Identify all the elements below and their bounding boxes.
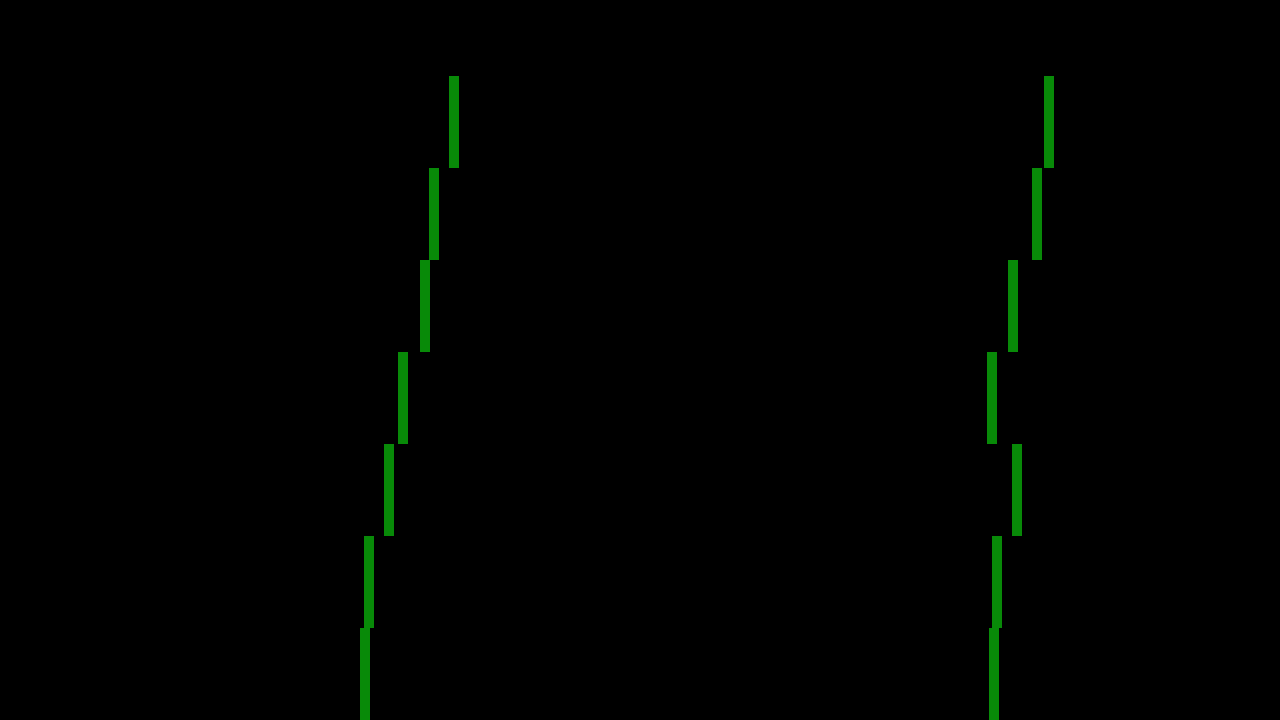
left-road-edge	[360, 76, 459, 720]
right-edge-segment-4	[987, 352, 997, 444]
right-edge-segment-1	[1044, 76, 1054, 168]
right-edge-segment-3	[1008, 260, 1018, 352]
right-road-edge	[987, 76, 1054, 720]
left-edge-segment-3	[420, 260, 430, 352]
left-edge-segment-2	[429, 168, 439, 260]
left-edge-segment-6	[364, 536, 374, 628]
right-edge-segment-2	[1032, 168, 1042, 260]
right-edge-segment-7	[989, 628, 999, 720]
right-edge-segment-5	[1012, 444, 1022, 536]
left-edge-segment-1	[449, 76, 459, 168]
right-edge-segment-6	[992, 536, 1002, 628]
left-edge-segment-4	[398, 352, 408, 444]
left-edge-segment-5	[384, 444, 394, 536]
left-edge-segment-7	[360, 628, 370, 720]
